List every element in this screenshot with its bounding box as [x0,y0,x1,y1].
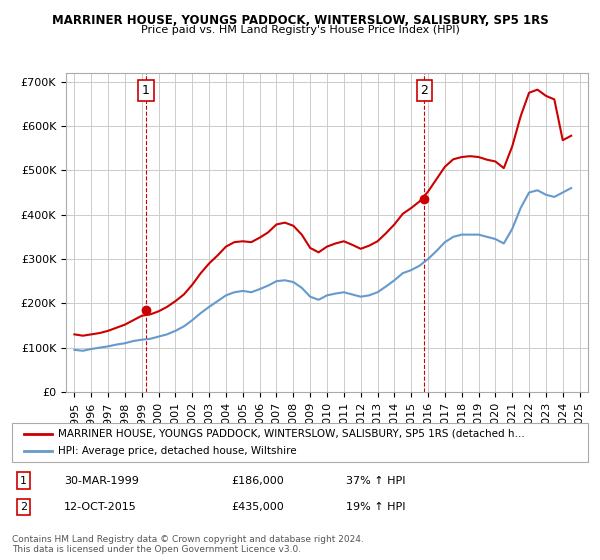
Text: 2: 2 [20,502,27,512]
Text: £186,000: £186,000 [231,476,284,486]
Text: 12-OCT-2015: 12-OCT-2015 [64,502,137,512]
FancyBboxPatch shape [12,423,588,462]
Text: Contains HM Land Registry data © Crown copyright and database right 2024.
This d: Contains HM Land Registry data © Crown c… [12,535,364,554]
Text: 30-MAR-1999: 30-MAR-1999 [64,476,139,486]
Text: MARRINER HOUSE, YOUNGS PADDOCK, WINTERSLOW, SALISBURY, SP5 1RS (detached h…: MARRINER HOUSE, YOUNGS PADDOCK, WINTERSL… [58,429,525,439]
Text: 1: 1 [20,476,27,486]
Text: 19% ↑ HPI: 19% ↑ HPI [346,502,406,512]
Text: 1: 1 [142,84,150,97]
Text: Price paid vs. HM Land Registry's House Price Index (HPI): Price paid vs. HM Land Registry's House … [140,25,460,35]
Text: £435,000: £435,000 [231,502,284,512]
Text: 37% ↑ HPI: 37% ↑ HPI [346,476,406,486]
Text: 2: 2 [421,84,428,97]
Text: MARRINER HOUSE, YOUNGS PADDOCK, WINTERSLOW, SALISBURY, SP5 1RS: MARRINER HOUSE, YOUNGS PADDOCK, WINTERSL… [52,14,548,27]
Text: HPI: Average price, detached house, Wiltshire: HPI: Average price, detached house, Wilt… [58,446,297,456]
